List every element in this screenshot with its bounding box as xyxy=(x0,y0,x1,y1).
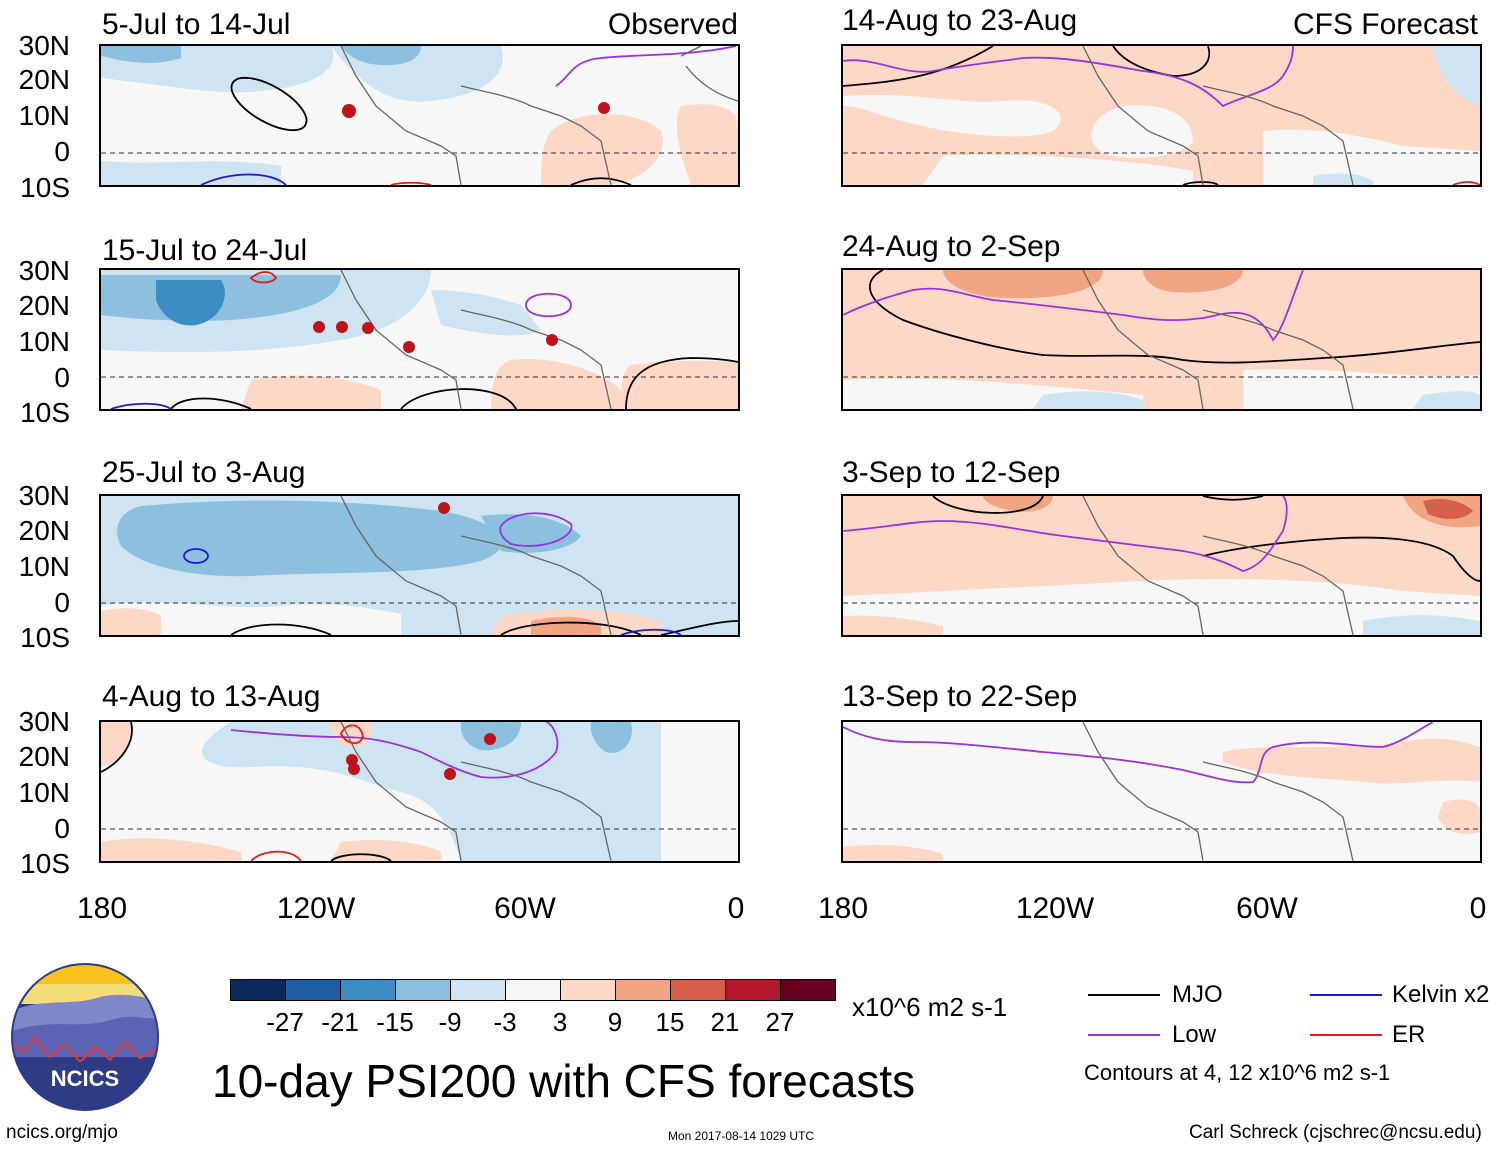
map-panel-left-4 xyxy=(99,720,740,863)
footer-url: ncics.org/mjo xyxy=(6,1122,118,1143)
legend-label-er: ER xyxy=(1392,1021,1426,1048)
map-panel-left-2 xyxy=(99,268,740,411)
xtick-0: 0 xyxy=(1469,892,1487,925)
colorbar-box xyxy=(285,979,341,1001)
colorbar-label: -15 xyxy=(376,1007,414,1037)
ytick-eq: 0 xyxy=(54,813,70,844)
colorbar-label: 9 xyxy=(607,1007,623,1037)
colorbar-box xyxy=(340,979,396,1001)
ncics-logo: NCICS xyxy=(10,962,160,1112)
main-title: 10-day PSI200 with CFS forecasts xyxy=(212,1055,916,1107)
colorbar-label: 27 xyxy=(765,1007,795,1037)
colorbar-units: x10^6 m2 s-1 xyxy=(852,992,1008,1022)
map-panel-right-3 xyxy=(841,494,1482,637)
ytick-20n: 20N xyxy=(18,64,70,95)
ytick-30n: 30N xyxy=(18,255,70,286)
ytick-10s: 10S xyxy=(20,622,70,653)
legend-label-kelvin: Kelvin x2 xyxy=(1392,981,1490,1008)
map-panel-right-2 xyxy=(841,268,1482,411)
ytick-10n: 10N xyxy=(18,551,70,582)
ytick-eq: 0 xyxy=(54,587,70,618)
logo-text: NCICS xyxy=(51,1066,119,1091)
colorbar-label: 21 xyxy=(710,1007,740,1037)
xtick-180: 180 xyxy=(76,892,128,925)
legend-line-er xyxy=(1310,1034,1382,1036)
colorbar-label: 15 xyxy=(655,1007,685,1037)
panel-title-right-4: 13-Sep to 22-Sep xyxy=(842,680,1078,713)
legend-label-low: Low xyxy=(1172,1021,1217,1048)
colorbar-box xyxy=(230,979,286,1001)
panel-title-left-3: 25-Jul to 3-Aug xyxy=(102,456,306,489)
ytick-20n: 20N xyxy=(18,741,70,772)
colorbar-box xyxy=(780,979,836,1001)
ytick-10n: 10N xyxy=(18,777,70,808)
colorbar-label: -21 xyxy=(321,1007,359,1037)
colorbar-box xyxy=(450,979,506,1001)
panel-title-left-1: 5-Jul to 14-Jul xyxy=(102,8,291,41)
colorbar-box xyxy=(560,979,616,1001)
ytick-10s: 10S xyxy=(20,848,70,879)
colorbar-box xyxy=(395,979,451,1001)
colorbar-label: -3 xyxy=(493,1007,517,1037)
xtick-120w: 120W xyxy=(276,892,356,925)
legend-line-mjo xyxy=(1088,994,1160,996)
map-panel-left-1 xyxy=(99,44,740,187)
observed-label: Observed xyxy=(607,8,738,41)
ytick-30n: 30N xyxy=(18,706,70,737)
colorbar-label: -9 xyxy=(438,1007,462,1037)
xtick-60w: 60W xyxy=(494,892,556,925)
legend-line-kelvin xyxy=(1310,994,1382,996)
panel-title-left-2: 15-Jul to 24-Jul xyxy=(102,234,308,267)
map-panel-right-1 xyxy=(841,44,1482,187)
map-panel-left-3 xyxy=(99,494,740,637)
ytick-10s: 10S xyxy=(20,172,70,203)
ytick-30n: 30N xyxy=(18,30,70,61)
ytick-20n: 20N xyxy=(18,290,70,321)
ytick-20n: 20N xyxy=(18,515,70,546)
panel-title-left-4: 4-Aug to 13-Aug xyxy=(102,680,321,713)
legend-line-low xyxy=(1088,1034,1160,1036)
ytick-10n: 10N xyxy=(18,100,70,131)
colorbar-box xyxy=(670,979,726,1001)
legend-label-mjo: MJO xyxy=(1172,981,1223,1008)
colorbar-box xyxy=(505,979,561,1001)
panel-title-right-2: 24-Aug to 2-Sep xyxy=(842,230,1061,263)
cfs-forecast-label: CFS Forecast xyxy=(1292,8,1478,41)
xtick-120w: 120W xyxy=(1015,892,1095,925)
panel-title-right-1: 14-Aug to 23-Aug xyxy=(842,4,1078,37)
footer-credit: Carl Schreck (cjschrec@ncsu.edu) xyxy=(1189,1122,1482,1143)
colorbar-label: -27 xyxy=(266,1007,304,1037)
panel-title-right-3: 3-Sep to 12-Sep xyxy=(842,456,1061,489)
ytick-10s: 10S xyxy=(20,397,70,428)
footer-timestamp: Mon 2017-08-14 1029 UTC xyxy=(668,1129,815,1143)
ytick-30n: 30N xyxy=(18,480,70,511)
colorbar-box xyxy=(615,979,671,1001)
map-panel-right-4 xyxy=(841,720,1482,863)
colorbar-box xyxy=(725,979,781,1001)
colorbar-label: 3 xyxy=(552,1007,568,1037)
xtick-180: 180 xyxy=(817,892,869,925)
xtick-0: 0 xyxy=(727,892,745,925)
ytick-10n: 10N xyxy=(18,326,70,357)
contours-note: Contours at 4, 12 x10^6 m2 s-1 xyxy=(1084,1060,1391,1085)
xtick-60w: 60W xyxy=(1236,892,1298,925)
ytick-eq: 0 xyxy=(54,362,70,393)
ytick-eq: 0 xyxy=(54,136,70,167)
